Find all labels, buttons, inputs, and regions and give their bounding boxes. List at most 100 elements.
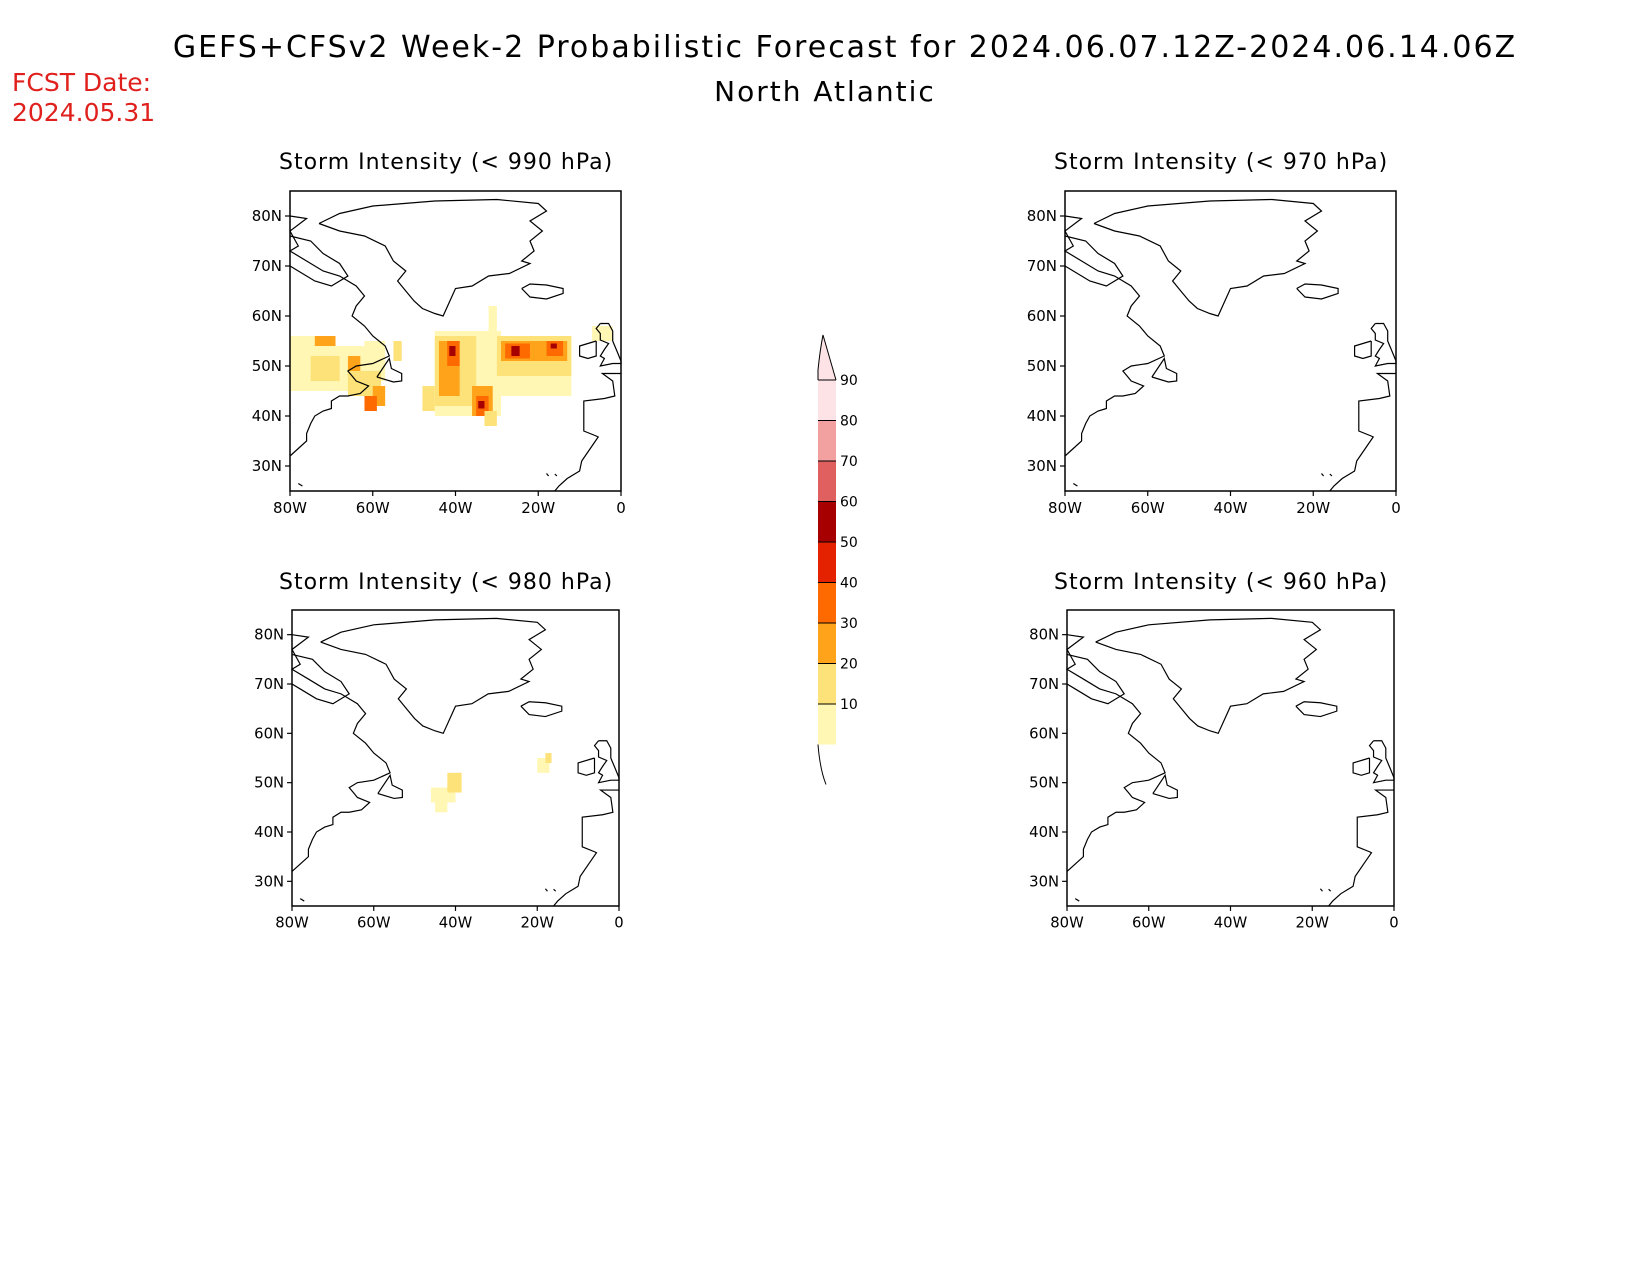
lat-tick-label: 30N — [1029, 873, 1059, 890]
lat-tick-label: 40N — [1029, 824, 1059, 841]
coastline — [288, 215, 391, 457]
lat-tick-label: 60N — [254, 725, 284, 742]
lat-tick-label: 60N — [252, 307, 282, 325]
coastline — [520, 701, 563, 718]
coastline — [1074, 898, 1080, 902]
probability-cell — [484, 411, 497, 426]
probability-shading — [290, 306, 613, 426]
probability-cell — [449, 346, 456, 356]
coastline — [1296, 283, 1339, 300]
coastline — [521, 283, 564, 300]
probability-cell — [550, 343, 557, 349]
colorbar-label: 20 — [840, 657, 858, 673]
lon-tick-label: 20W — [1296, 499, 1330, 517]
probability-cell — [314, 336, 336, 346]
coastline — [1368, 740, 1395, 784]
coastline — [546, 473, 550, 477]
lat-tick-label: 70N — [252, 257, 282, 275]
lat-tick-label: 80N — [252, 207, 282, 225]
coastline — [1072, 482, 1078, 487]
coastline — [1065, 634, 1166, 872]
lat-tick-label: 30N — [252, 457, 282, 475]
coastline — [577, 757, 596, 776]
coastline — [595, 322, 622, 367]
coastline — [1370, 322, 1397, 367]
probability-cell — [511, 346, 520, 356]
map-panel-960: 80W 60W 40W 20W 0 80N 70N 60N 50N 40N 30N — [1029, 609, 1399, 932]
colorbar-segment — [818, 704, 836, 745]
lon-tick-label: 40W — [439, 915, 473, 932]
panel-980-title: Storm Intensity (< 980 hPa) — [279, 570, 614, 595]
coastline — [1329, 372, 1396, 492]
coastline — [1295, 701, 1338, 718]
coastline — [377, 773, 403, 800]
panel-960-title: Storm Intensity (< 960 hPa) — [1054, 570, 1389, 595]
coastline — [376, 356, 403, 383]
colorbar-segment — [818, 623, 836, 664]
coastline — [297, 482, 303, 487]
probability-cell — [447, 772, 462, 793]
colorbar-bottom-cap — [817, 744, 827, 785]
coastline — [1095, 617, 1322, 735]
region-subtitle: North Atlantic — [714, 75, 936, 108]
lat-tick-label: 50N — [254, 775, 284, 792]
lon-tick-label: 80W — [275, 915, 309, 932]
lat-tick-label: 40N — [1027, 407, 1057, 425]
lat-tick-label: 80N — [1027, 207, 1057, 225]
lon-tick-label: 0 — [1389, 915, 1398, 932]
probability-cell — [592, 326, 613, 341]
coastline — [290, 634, 391, 872]
lat-tick-label: 50N — [1027, 357, 1057, 375]
lon-tick-label: 20W — [521, 915, 555, 932]
coastline — [554, 473, 558, 477]
coastline — [553, 888, 557, 892]
coastline — [1328, 888, 1332, 892]
colorbar-label: 50 — [840, 535, 858, 551]
coastlines — [288, 198, 622, 492]
probability-cell — [545, 753, 552, 763]
coastline — [544, 888, 548, 892]
lon-tick-label: 0 — [614, 915, 623, 932]
colorbar-label: 70 — [840, 454, 858, 470]
lon-tick-label: 60W — [357, 915, 391, 932]
lat-tick-label: 40N — [254, 824, 284, 841]
lon-tick-label: 0 — [1391, 499, 1401, 517]
colorbar-segment — [818, 501, 836, 542]
colorbar-label: 80 — [840, 414, 858, 430]
coastline — [1319, 888, 1323, 892]
colorbar-segment — [818, 582, 836, 623]
probability-cell — [422, 386, 435, 411]
coastline — [553, 789, 619, 907]
lon-tick-label: 40W — [1214, 915, 1248, 932]
coastline — [1063, 215, 1166, 457]
lat-tick-label: 80N — [1029, 627, 1059, 644]
probability-cell — [310, 356, 340, 381]
probability-cell — [478, 401, 485, 409]
colorbar-label: 40 — [840, 576, 858, 592]
colorbar-segment — [818, 420, 836, 461]
colorbar-segment — [818, 542, 836, 583]
coastlines — [1065, 617, 1395, 907]
coastline — [291, 653, 351, 705]
coastline — [1352, 757, 1371, 776]
lat-tick-label: 70N — [1029, 676, 1059, 693]
forecast-date-value: 2024.05.31 — [12, 98, 156, 127]
colorbar-segment — [818, 461, 836, 502]
lon-tick-label: 0 — [616, 499, 626, 517]
lon-tick-label: 80W — [273, 499, 307, 517]
coastline — [299, 898, 305, 902]
panel-990-title: Storm Intensity (< 990 hPa) — [279, 150, 614, 175]
colorbar-label: 10 — [840, 697, 858, 713]
coastline — [289, 235, 349, 287]
coastline — [593, 740, 620, 784]
map-panel-980: 80W 60W 40W 20W 0 80N 70N 60N 50N 40N 30N — [254, 609, 624, 932]
lat-tick-label: 60N — [1029, 725, 1059, 742]
lat-tick-label: 30N — [1027, 457, 1057, 475]
lon-tick-label: 40W — [1214, 499, 1248, 517]
probability-shading — [430, 753, 552, 813]
probability-colorbar: 90 80 70 60 50 40 30 20 10 — [817, 334, 858, 785]
map-panel-970: 80W 60W 40W 20W 0 80N 70N 60N 50N 40N 30N — [1027, 190, 1401, 517]
coastline — [1066, 653, 1126, 705]
lon-tick-label: 80W — [1048, 499, 1082, 517]
probability-cell — [393, 341, 402, 361]
